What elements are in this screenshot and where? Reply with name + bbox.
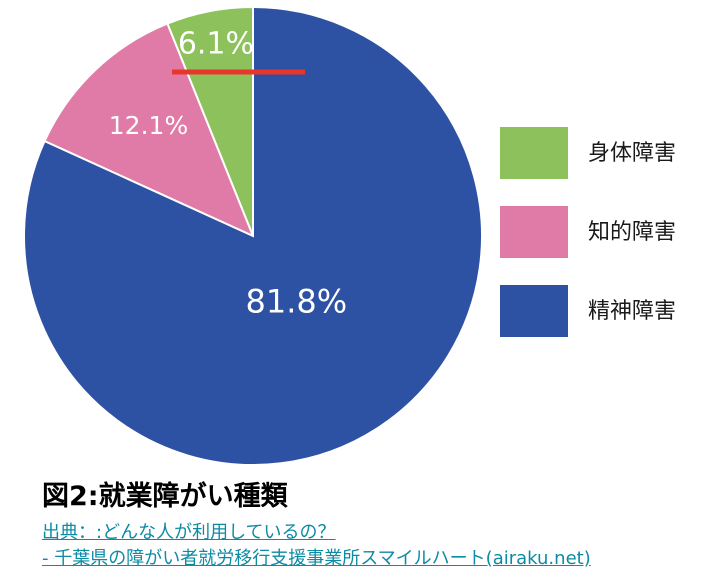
data-label: 81.8% bbox=[246, 282, 348, 320]
legend-intellectual-swatch bbox=[500, 206, 568, 258]
slice-mental bbox=[23, 5, 483, 466]
legend-mental-swatch bbox=[500, 285, 568, 337]
data-label: 6.1% bbox=[178, 26, 254, 61]
source-link[interactable]: 出典：:どんな人が利用しているの？ bbox=[42, 522, 336, 543]
source-link-detail[interactable]: - 千葉県の障がい者就労移行支援事業所スマイルハート(airaku.net) bbox=[42, 548, 591, 569]
slice-intellectual bbox=[43, 22, 255, 238]
legend-mental-label: 精神障害 bbox=[588, 299, 676, 324]
figure-caption-title: 図2:就業障がい種類 bbox=[42, 481, 288, 512]
pie-data-labels: 6.1% 12.1% 81.8% bbox=[109, 26, 347, 320]
data-label: 12.1% bbox=[109, 111, 188, 140]
legend-physical-label: 身体障害 bbox=[588, 141, 676, 166]
pie-slices bbox=[23, 5, 483, 466]
legend-physical-swatch bbox=[500, 127, 568, 179]
legend-intellectual-label: 知的障害 bbox=[588, 220, 676, 245]
